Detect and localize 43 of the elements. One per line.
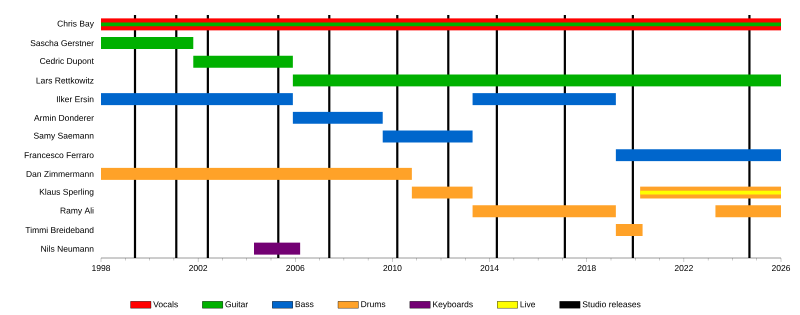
y-tick-label: Ilker Ersin — [56, 96, 94, 102]
y-tick-label: Nils Neumann — [41, 246, 94, 252]
y-tick-label: Cedric Dupont — [40, 58, 94, 66]
y-tick-label: Klaus Sperling — [40, 188, 94, 197]
x-tick-label: 2026 — [772, 265, 790, 272]
y-tick-label: Francesco Ferraro — [24, 152, 94, 158]
bar — [101, 168, 412, 180]
x-tick-label: 2006 — [286, 265, 304, 272]
bar — [382, 130, 473, 142]
bar — [640, 190, 782, 194]
bar — [292, 74, 782, 86]
y-tick-label: Ramy Ali — [60, 207, 94, 216]
bar — [472, 93, 616, 106]
bar — [472, 205, 616, 218]
bar — [412, 186, 473, 199]
x-tick-label: 2022 — [674, 265, 693, 272]
y-tick-label: Sascha Gerstner — [30, 40, 94, 46]
y-tick-label: Samy Saemann — [34, 132, 94, 140]
y-tick-label: Lars Rettkowitz — [36, 77, 94, 84]
bar — [292, 112, 383, 124]
legend-label: Keyboards — [433, 301, 473, 309]
bar — [254, 242, 300, 255]
bar — [101, 93, 293, 106]
y-tick-label: Dan Zimmermann — [26, 170, 94, 177]
legend-label: Guitar — [225, 301, 248, 308]
bar — [101, 37, 194, 50]
y-tick-label: Timmi Breideband — [26, 226, 94, 234]
x-tick-label: 2002 — [189, 265, 208, 272]
bar — [715, 205, 782, 218]
legend-label: Drums — [361, 301, 386, 308]
legend-label: Vocals — [153, 301, 178, 308]
bar — [616, 149, 782, 162]
legend-label: Bass — [296, 301, 314, 308]
x-tick-label: 2010 — [383, 265, 402, 272]
legend-label: Live — [520, 301, 536, 308]
bar — [193, 56, 293, 68]
y-tick-label: Armin Donderer — [34, 114, 94, 121]
legend-label: Studio releases — [582, 301, 641, 308]
bar — [616, 224, 643, 236]
x-tick-label: 1998 — [92, 265, 110, 272]
x-tick-label: 2014 — [480, 265, 499, 272]
x-tick-label: 2018 — [578, 265, 596, 272]
y-tick-label: Chris Bay — [58, 20, 94, 28]
